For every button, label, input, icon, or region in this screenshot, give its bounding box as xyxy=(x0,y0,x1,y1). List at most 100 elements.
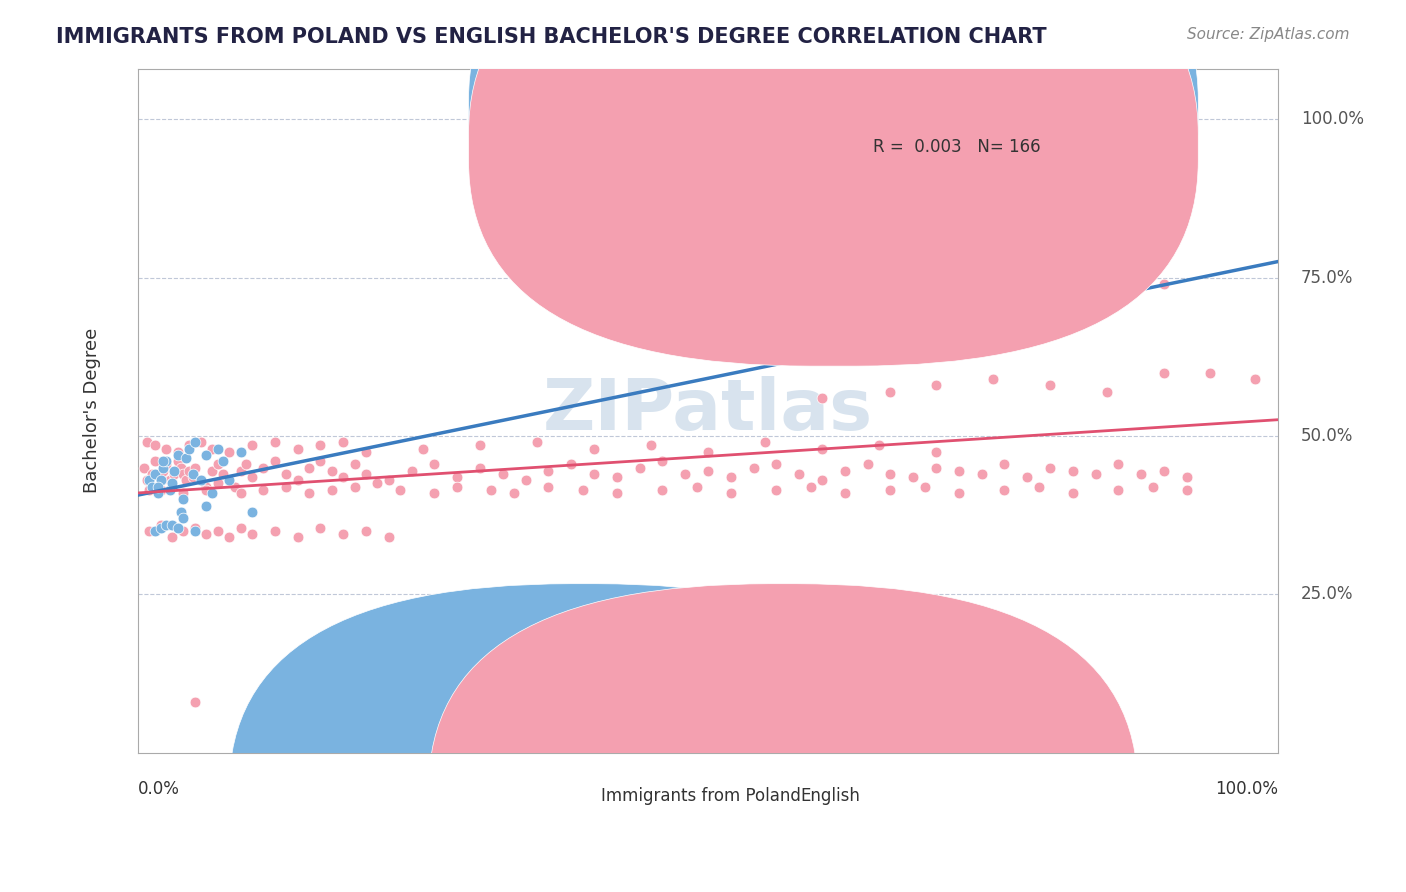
Point xyxy=(720,470,742,484)
Point xyxy=(537,464,560,478)
Point xyxy=(468,438,491,452)
Point xyxy=(925,378,948,392)
Point xyxy=(143,438,166,452)
Point xyxy=(252,460,274,475)
Point xyxy=(163,467,186,481)
Point xyxy=(765,458,787,472)
Point xyxy=(993,458,1015,472)
Point xyxy=(1039,378,1062,392)
Point xyxy=(170,505,193,519)
Point xyxy=(948,486,970,500)
Point xyxy=(138,483,160,497)
Point xyxy=(184,695,207,709)
Point xyxy=(136,435,159,450)
Point xyxy=(993,483,1015,497)
Point xyxy=(492,467,515,481)
Point xyxy=(195,480,218,494)
Point xyxy=(903,470,925,484)
Point xyxy=(195,448,218,462)
Point xyxy=(207,458,229,472)
Point xyxy=(173,524,195,538)
Point xyxy=(149,483,172,497)
Point xyxy=(423,458,446,472)
Point xyxy=(229,444,252,458)
Text: 25.0%: 25.0% xyxy=(1301,585,1354,603)
Text: English: English xyxy=(800,788,860,805)
Point xyxy=(152,454,174,468)
Point xyxy=(720,486,742,500)
Point xyxy=(537,480,560,494)
Point xyxy=(201,442,224,456)
Point xyxy=(354,444,377,458)
Point xyxy=(879,384,901,399)
Point xyxy=(868,327,890,342)
Point xyxy=(582,467,605,481)
Text: IMMIGRANTS FROM POLAND VS ENGLISH BACHELOR'S DEGREE CORRELATION CHART: IMMIGRANTS FROM POLAND VS ENGLISH BACHEL… xyxy=(56,27,1047,46)
Point xyxy=(1107,458,1129,472)
Point xyxy=(252,483,274,497)
Point xyxy=(401,464,423,478)
Point xyxy=(571,483,593,497)
Point xyxy=(148,480,170,494)
Point xyxy=(1142,480,1164,494)
Point xyxy=(343,480,366,494)
Text: 0.0%: 0.0% xyxy=(138,780,180,798)
Point xyxy=(1153,366,1175,380)
Point xyxy=(263,435,285,450)
Point xyxy=(184,460,207,475)
FancyBboxPatch shape xyxy=(468,0,1198,332)
Text: R =  0.551   N=  35: R = 0.551 N= 35 xyxy=(873,104,1036,122)
Point xyxy=(925,315,948,329)
Point xyxy=(190,473,212,487)
Point xyxy=(173,486,195,500)
Point xyxy=(914,480,936,494)
Point xyxy=(149,473,172,487)
Point xyxy=(697,444,720,458)
Point xyxy=(446,480,468,494)
Point xyxy=(981,372,1004,386)
Point xyxy=(503,486,526,500)
Point xyxy=(201,464,224,478)
Point xyxy=(1028,480,1050,494)
Point xyxy=(235,458,257,472)
Point xyxy=(1153,277,1175,291)
Point xyxy=(218,444,240,458)
Text: Bachelor's Degree: Bachelor's Degree xyxy=(83,328,101,493)
Point xyxy=(560,458,582,472)
Point xyxy=(309,454,332,468)
Point xyxy=(141,467,163,481)
Point xyxy=(152,460,174,475)
Point xyxy=(1175,483,1198,497)
Point xyxy=(389,483,412,497)
Point xyxy=(274,467,297,481)
Point xyxy=(184,521,207,535)
Point xyxy=(195,483,218,497)
Point xyxy=(184,435,207,450)
Point xyxy=(218,473,240,487)
Point xyxy=(181,470,204,484)
Point xyxy=(160,530,183,544)
Point xyxy=(207,442,229,456)
Point xyxy=(159,473,181,487)
Point xyxy=(190,473,212,487)
Point xyxy=(377,473,399,487)
Point xyxy=(229,464,252,478)
Point xyxy=(155,442,177,456)
Point xyxy=(628,460,651,475)
Point xyxy=(697,464,720,478)
Point xyxy=(212,454,235,468)
Point xyxy=(582,442,605,456)
Point xyxy=(240,505,263,519)
Point xyxy=(651,483,673,497)
Point xyxy=(354,467,377,481)
Point xyxy=(1130,467,1153,481)
Point xyxy=(173,511,195,525)
Point xyxy=(287,530,309,544)
Point xyxy=(685,480,707,494)
Point xyxy=(1062,486,1084,500)
Point xyxy=(811,391,834,405)
Point xyxy=(143,524,166,538)
Point xyxy=(298,486,321,500)
FancyBboxPatch shape xyxy=(429,583,1137,892)
Point xyxy=(132,460,155,475)
